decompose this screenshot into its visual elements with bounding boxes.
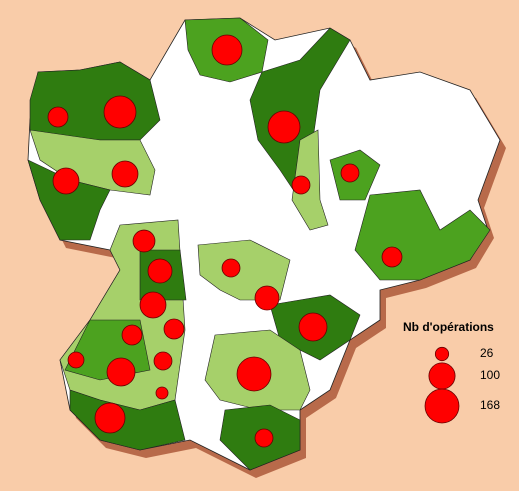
operations-circle — [267, 110, 301, 144]
legend-label: 168 — [480, 398, 500, 412]
operations-circle — [236, 356, 272, 392]
legend-circle — [424, 388, 460, 424]
operations-circle — [155, 386, 169, 400]
operations-circle — [298, 312, 328, 342]
operations-circle — [254, 285, 280, 311]
operations-circle — [221, 258, 241, 278]
operations-circle — [254, 428, 274, 448]
operations-circle — [153, 351, 173, 371]
operations-circle — [381, 246, 403, 268]
legend-circle — [428, 362, 456, 390]
operations-circle — [340, 163, 360, 183]
legend-label: 100 — [480, 368, 500, 382]
operations-circle — [211, 34, 243, 66]
operations-circle — [139, 291, 167, 319]
operations-circle — [103, 95, 137, 129]
operations-circle — [47, 106, 69, 128]
operations-circle — [121, 324, 143, 346]
operations-circle — [291, 175, 311, 195]
operations-circle — [111, 160, 139, 188]
operations-circle — [132, 229, 156, 253]
legend-label: 26 — [480, 346, 494, 360]
legend-title: Nb d'opérations — [403, 320, 494, 334]
operations-circle — [67, 351, 85, 369]
operations-circle — [52, 167, 80, 195]
legend-circle — [434, 346, 450, 362]
operations-circle — [106, 357, 136, 387]
operations-circle — [94, 402, 126, 434]
operations-circle — [147, 258, 173, 284]
operations-circle — [163, 318, 185, 340]
